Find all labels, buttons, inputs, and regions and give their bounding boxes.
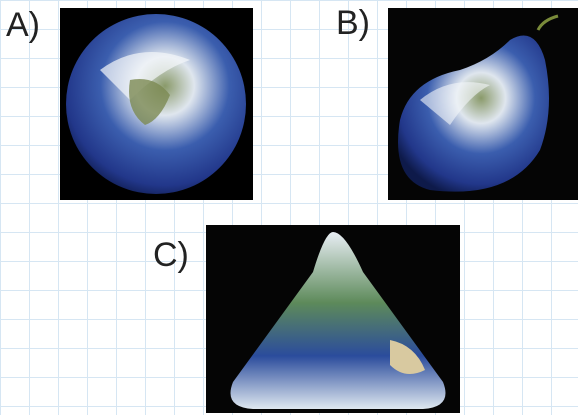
earth-photo xyxy=(60,8,253,200)
panel-label: A) xyxy=(6,6,40,44)
pear-earth-photo xyxy=(388,8,578,200)
panel-label: B) xyxy=(336,4,370,42)
panel-label: C) xyxy=(153,236,189,274)
triangle-earth-photo xyxy=(206,225,460,413)
